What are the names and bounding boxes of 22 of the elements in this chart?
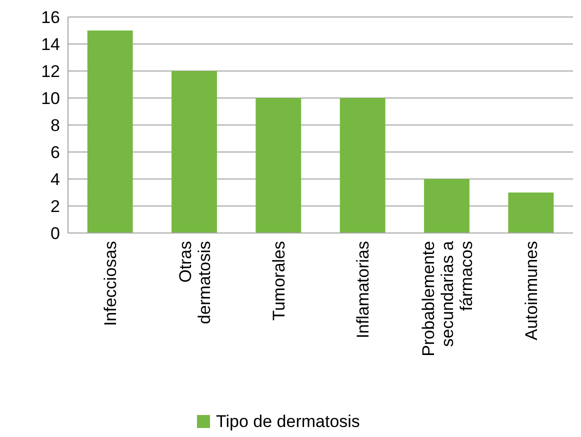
y-tick-label: 16 bbox=[41, 8, 60, 27]
y-tick-label: 6 bbox=[50, 142, 60, 162]
x-tick-label: Otras dermatosis bbox=[176, 241, 214, 324]
y-tick-label: 14 bbox=[41, 34, 60, 54]
y-tick-label: 0 bbox=[50, 224, 60, 243]
x-tick-label: Autoinmunes bbox=[522, 241, 541, 340]
y-tick-label: 2 bbox=[50, 196, 60, 216]
bar bbox=[424, 179, 470, 233]
legend-label: Tipo de dermatosis bbox=[216, 412, 360, 431]
x-tick-label: Infecciosas bbox=[101, 241, 120, 326]
bar bbox=[87, 30, 133, 233]
x-tick-label: Probablemente secundarias a fármacos bbox=[418, 240, 476, 356]
y-tick-label: 8 bbox=[50, 116, 60, 135]
y-tick-label: 4 bbox=[50, 170, 60, 189]
bar bbox=[256, 98, 302, 233]
x-tick-label: Tumorales bbox=[269, 241, 288, 321]
y-tick-label: 10 bbox=[41, 88, 60, 108]
bar bbox=[508, 192, 554, 233]
bar bbox=[340, 98, 386, 233]
bar bbox=[172, 71, 217, 233]
y-tick-label: 12 bbox=[41, 62, 60, 81]
x-tick-label: Inflamatorias bbox=[354, 241, 373, 338]
